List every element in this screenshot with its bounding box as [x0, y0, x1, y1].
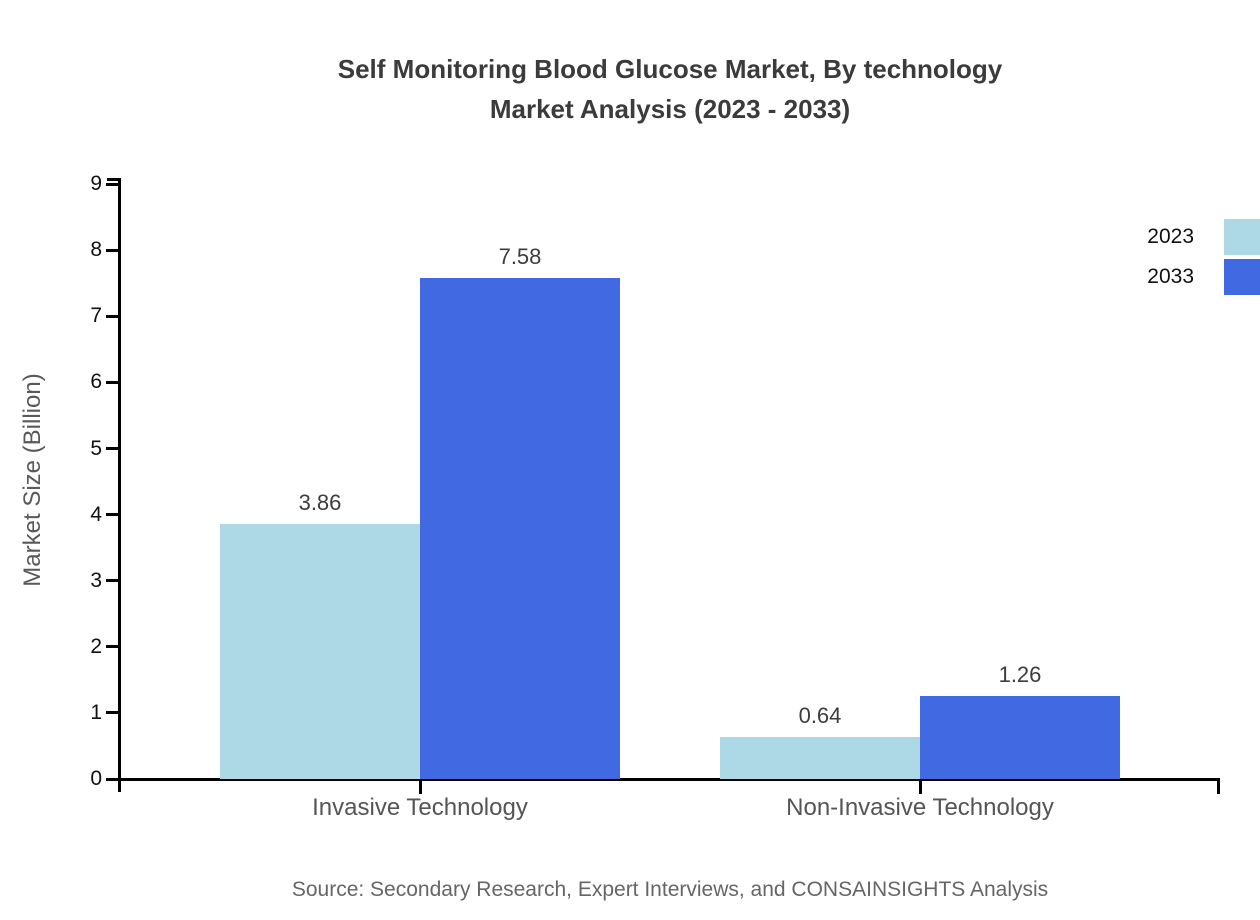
y-axis-tick-label: 7	[90, 304, 102, 328]
bar-2033-invasive-technology	[420, 278, 620, 779]
y-axis-tick-label: 3	[90, 568, 102, 592]
y-axis-tick	[106, 645, 120, 649]
category-label: Non-Invasive Technology	[786, 794, 1054, 821]
y-axis-tick	[106, 513, 120, 517]
y-axis-tick	[106, 579, 120, 583]
x-axis-tick	[418, 781, 422, 794]
y-axis-tick	[106, 248, 120, 252]
chart-title-line1: Self Monitoring Blood Glucose Market, By…	[337, 54, 1003, 84]
legend-label: 2033	[1147, 265, 1194, 288]
y-axis-tick	[106, 314, 120, 318]
y-axis-tick-label: 0	[90, 767, 102, 790]
bar-value-label: 1.26	[998, 662, 1042, 687]
y-axis-tick	[106, 711, 120, 715]
y-axis-tick-label: 2	[90, 634, 102, 658]
legend-label: 2023	[1147, 225, 1194, 248]
chart-title-line2: Market Analysis (2023 - 2033)	[489, 94, 851, 124]
y-axis-top-cap	[107, 178, 121, 181]
y-axis-tick-label: 1	[90, 700, 102, 724]
category-label: Invasive Technology	[312, 794, 528, 821]
y-axis-tick	[106, 777, 120, 781]
y-axis-title: Market Size (Billion)	[19, 373, 46, 587]
bar-value-label: 7.58	[498, 244, 542, 269]
x-axis-tick	[918, 781, 922, 794]
y-axis-tick-label: 9	[90, 172, 102, 196]
y-axis-line	[118, 178, 121, 792]
legend-item-2033: 2033	[1147, 259, 1260, 295]
legend: 2023 2033	[1147, 219, 1260, 295]
y-axis-tick-label: 5	[90, 436, 102, 460]
bar-2023-non-invasive-technology	[720, 737, 920, 779]
bar-value-label: 0.64	[798, 703, 842, 728]
bar-value-label: 3.86	[298, 490, 342, 515]
source-note: Source: Secondary Research, Expert Inter…	[291, 878, 1049, 901]
legend-swatch	[1224, 259, 1260, 295]
x-axis-line	[120, 778, 1220, 781]
y-axis-tick	[106, 447, 120, 450]
y-axis-tick-label: 6	[90, 370, 102, 394]
x-axis-end-cap	[1217, 778, 1220, 794]
legend-swatch	[1224, 219, 1260, 255]
bar-2023-invasive-technology	[220, 524, 420, 779]
legend-item-2023: 2023	[1147, 219, 1260, 255]
y-axis-tick	[106, 182, 120, 186]
chart-title: Self Monitoring Blood Glucose Market, By…	[80, 49, 1260, 129]
y-axis-tick-label: 4	[90, 502, 102, 526]
y-axis-tick-label: 8	[90, 238, 102, 262]
y-axis-tick	[106, 380, 120, 384]
bar-2033-non-invasive-technology	[920, 696, 1120, 779]
